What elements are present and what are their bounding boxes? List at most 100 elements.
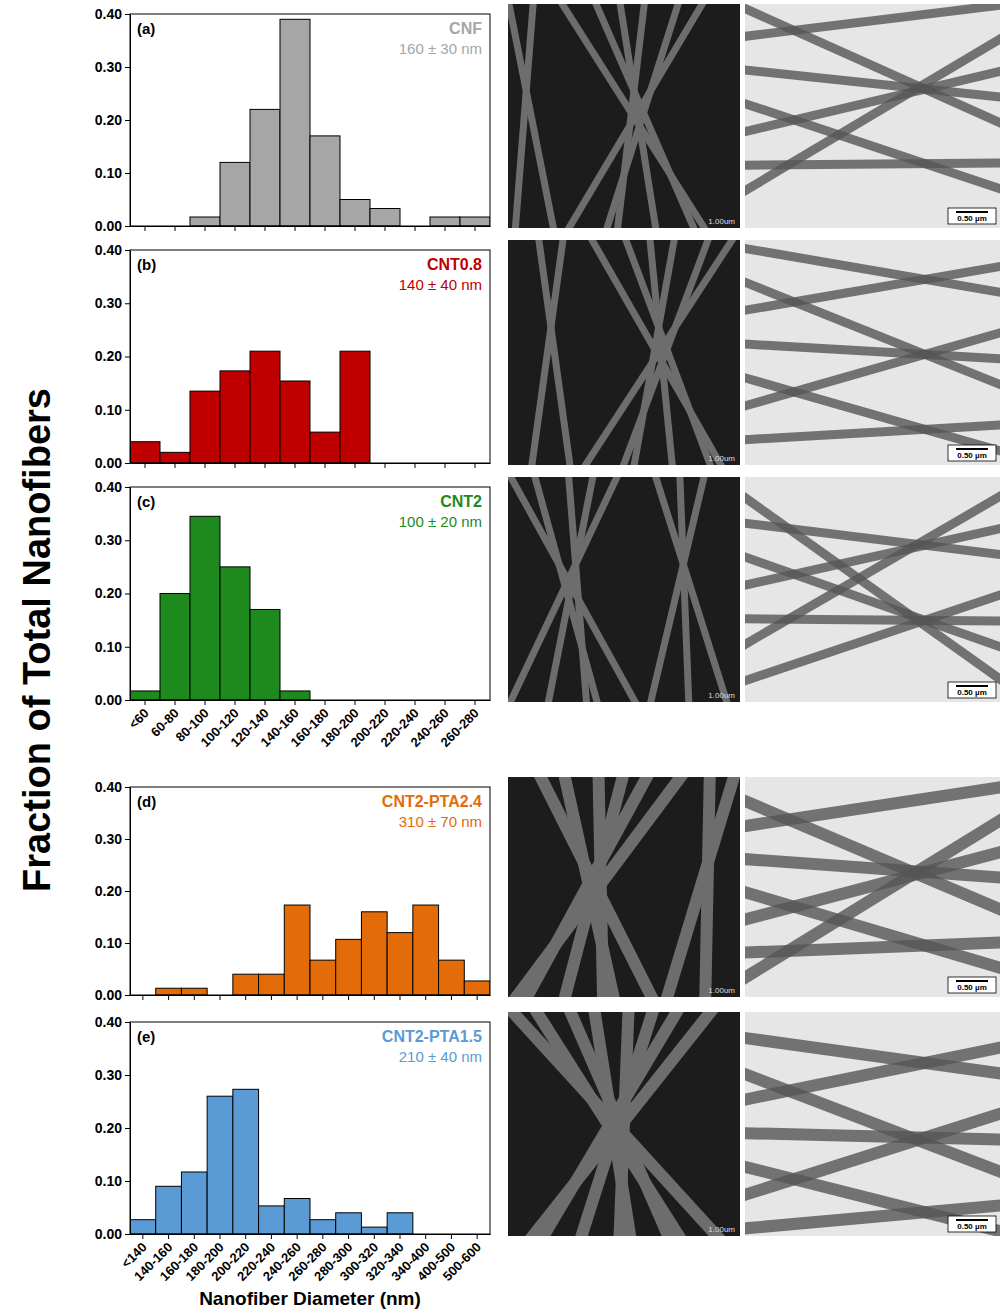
tick-label: 0.30 bbox=[95, 532, 122, 548]
sem-scale-label: 1.00um bbox=[708, 454, 735, 463]
tick-mark bbox=[348, 1234, 349, 1239]
axis-line bbox=[130, 788, 131, 996]
fiber bbox=[534, 1012, 682, 1236]
tick-mark bbox=[175, 463, 176, 468]
tick: 0.30 bbox=[95, 532, 130, 548]
panel-title: CNT0.8 bbox=[427, 256, 482, 273]
tem-scale-bar: 0.50 µm bbox=[948, 208, 996, 224]
fiber bbox=[666, 777, 736, 997]
tick: 0.00 bbox=[95, 218, 130, 234]
tick-mark bbox=[425, 995, 426, 1000]
tick-mark bbox=[125, 995, 130, 996]
y-axis: 0.000.100.200.300.40 bbox=[95, 242, 131, 471]
bar bbox=[284, 1198, 310, 1234]
tick-mark bbox=[145, 226, 146, 231]
tick-mark bbox=[415, 700, 416, 705]
tick bbox=[355, 226, 356, 231]
tick-label: 0.20 bbox=[95, 883, 122, 899]
tick-mark bbox=[355, 700, 356, 705]
fiber bbox=[564, 777, 624, 997]
fiber bbox=[745, 619, 1000, 621]
tick: 0.30 bbox=[95, 1067, 130, 1083]
bar bbox=[220, 162, 250, 226]
tick-mark bbox=[125, 1128, 130, 1129]
tick-mark bbox=[125, 891, 130, 892]
tick-mark bbox=[325, 463, 326, 468]
tick-mark bbox=[125, 1234, 130, 1235]
tick: 0.10 bbox=[95, 402, 130, 418]
fiber bbox=[745, 527, 1000, 588]
tick bbox=[194, 995, 195, 1000]
x-axis bbox=[131, 226, 491, 231]
panel: 0.000.100.200.300.40(b)CNT0.8140 ± 40 nm bbox=[95, 242, 491, 471]
fiber bbox=[508, 1012, 721, 1236]
tick-mark bbox=[125, 303, 130, 304]
tick-mark bbox=[142, 995, 143, 1000]
tick-mark bbox=[125, 540, 130, 541]
micrographs: 1.00um0.50 µm bbox=[508, 0, 1005, 233]
tick-mark bbox=[295, 463, 296, 468]
tick-mark bbox=[475, 463, 476, 468]
panel: 0.000.100.200.300.40(a)CNF160 ± 30 nm bbox=[95, 6, 491, 234]
tick-label: 0.10 bbox=[95, 1173, 122, 1189]
tick-mark bbox=[125, 463, 130, 464]
tick bbox=[205, 226, 206, 231]
tick-label: 0.40 bbox=[95, 779, 122, 795]
tick bbox=[271, 995, 272, 1000]
fiber bbox=[617, 4, 645, 228]
tick: 0.10 bbox=[95, 935, 130, 951]
fiber bbox=[745, 942, 1000, 953]
tick bbox=[348, 995, 349, 1000]
tick: 0.40 bbox=[95, 6, 130, 22]
tick: 0.20 bbox=[95, 883, 130, 899]
tick-label: 0.10 bbox=[95, 935, 122, 951]
tick-mark bbox=[194, 1234, 195, 1239]
tick-label: 0.00 bbox=[95, 1226, 122, 1242]
scale-line bbox=[956, 685, 988, 687]
tick bbox=[145, 463, 146, 468]
tick-mark bbox=[125, 647, 130, 648]
tick-mark bbox=[175, 226, 176, 231]
fiber bbox=[745, 491, 1000, 651]
bar bbox=[250, 609, 280, 700]
bar bbox=[160, 452, 190, 463]
tick-label: 0.00 bbox=[95, 987, 122, 1003]
panel-title: CNT2-PTA1.5 bbox=[382, 1028, 482, 1045]
bar bbox=[233, 1089, 259, 1234]
tick: 0.00 bbox=[95, 1226, 130, 1242]
panel: 0.000.100.200.300.40(d)CNT2-PTA2.4310 ± … bbox=[95, 779, 491, 1003]
bar bbox=[336, 1213, 362, 1234]
tick-label: 0.40 bbox=[95, 479, 122, 495]
tick bbox=[295, 463, 296, 468]
scale-line bbox=[956, 211, 988, 213]
bar bbox=[361, 912, 387, 995]
tem-scale-label: 0.50 µm bbox=[957, 1222, 987, 1231]
bar bbox=[233, 974, 259, 995]
tick-mark bbox=[125, 67, 130, 68]
tick bbox=[175, 463, 176, 468]
tick: 0.40 bbox=[95, 479, 130, 495]
bar bbox=[460, 217, 490, 226]
tick-mark bbox=[445, 226, 446, 231]
tick-label: 0.40 bbox=[95, 6, 122, 22]
fiber bbox=[633, 240, 675, 465]
tick-mark bbox=[245, 1234, 246, 1239]
tick-mark bbox=[125, 1022, 130, 1023]
tem-fibers bbox=[745, 1037, 1000, 1234]
fiber bbox=[745, 592, 1000, 684]
fiber bbox=[605, 4, 679, 228]
tick-mark bbox=[265, 463, 266, 468]
tick-mark bbox=[125, 594, 130, 595]
micrographs: 1.00um0.50 µm bbox=[508, 472, 1005, 707]
tick bbox=[355, 463, 356, 468]
tick bbox=[175, 226, 176, 231]
bar bbox=[250, 351, 280, 463]
axis-line bbox=[131, 226, 491, 227]
tick-mark bbox=[271, 995, 272, 1000]
x-axis: <6060-8080-100100-120120-140140-160160-1… bbox=[126, 700, 491, 750]
tick-mark bbox=[125, 487, 130, 488]
fiber bbox=[745, 1133, 1000, 1140]
sem-fibers bbox=[508, 1012, 721, 1236]
tick-mark bbox=[125, 943, 130, 944]
bar bbox=[181, 988, 207, 995]
